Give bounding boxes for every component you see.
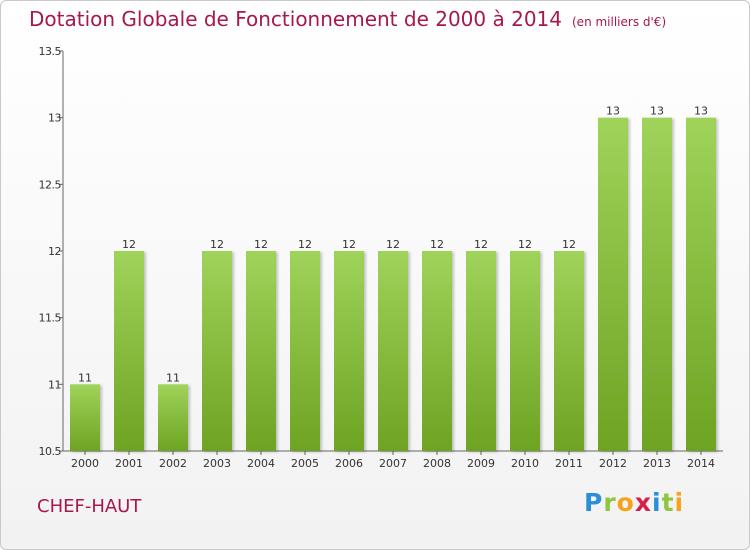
x-axis: 2000 2001 2002 2003 2004 2005 2006 2007 2008 2009… — [63, 450, 723, 470]
x-tick-label: 2009 — [467, 457, 495, 470]
y-tick-label: 12 — [48, 245, 61, 258]
bar-value-label: 11 — [78, 371, 92, 384]
y-tick-label: 13 — [48, 112, 61, 125]
bar-value-label: 12 — [386, 238, 400, 251]
logo-letter: i — [652, 488, 662, 517]
x-tick-label: 2014 — [687, 457, 715, 470]
bar — [466, 251, 496, 451]
bar — [598, 117, 628, 452]
bar — [422, 251, 452, 451]
bar — [554, 251, 584, 451]
x-tick-label: 2002 — [159, 457, 187, 470]
bar — [202, 251, 232, 451]
bar-value-label: 12 — [210, 238, 224, 251]
bar — [378, 251, 408, 451]
chart-unit: (en milliers d'€) — [572, 15, 667, 29]
logo-letter: r — [603, 488, 617, 517]
bar-value-label: 12 — [298, 238, 312, 251]
logo-letter: o — [616, 488, 635, 517]
bar-value-label: 12 — [474, 238, 488, 251]
x-tick-label: 2008 — [423, 457, 451, 470]
y-tick-label: 11.5 — [39, 312, 62, 325]
bar — [70, 384, 100, 451]
commune-name: CHEF-HAUT — [37, 496, 142, 517]
bar-value-label: 12 — [518, 238, 532, 251]
y-tick-label: 10.5 — [39, 445, 62, 458]
bar — [510, 251, 540, 451]
bar-value-label: 13 — [694, 105, 708, 118]
bar-value-label: 12 — [122, 238, 136, 251]
logo-letter: i — [674, 488, 685, 517]
bar-value-label: 13 — [650, 105, 664, 118]
x-tick-label: 2011 — [555, 457, 583, 470]
x-tick-label: 2005 — [291, 457, 319, 470]
x-tick-label: 2007 — [379, 457, 407, 470]
proxiti-logo: Proxiti — [584, 488, 684, 517]
bar-value-label: 12 — [342, 238, 356, 251]
chart-title-text: Dotation Globale de Fonctionnement de 20… — [29, 7, 562, 31]
y-tick-label: 12.5 — [39, 178, 62, 191]
x-tick-label: 2000 — [71, 457, 99, 470]
y-axis: 10.5 11 11.5 12 12.5 13 13.5 — [39, 45, 64, 458]
y-tick-label: 13.5 — [39, 45, 62, 58]
x-tick-label: 2004 — [247, 457, 275, 470]
x-tick-label: 2010 — [511, 457, 539, 470]
bar — [290, 251, 320, 451]
x-tick-label: 2013 — [643, 457, 671, 470]
x-tick-label: 2006 — [335, 457, 363, 470]
chart-title: Dotation Globale de Fonctionnement de 20… — [29, 7, 666, 31]
bar — [686, 117, 716, 452]
y-tick-label: 11 — [48, 378, 61, 391]
bar-value-label: 12 — [562, 238, 576, 251]
x-tick-label: 2001 — [115, 457, 143, 470]
logo-letter: x — [634, 488, 652, 517]
bar — [246, 251, 276, 451]
bar-value-label: 12 — [254, 238, 268, 251]
logo-letter: P — [584, 488, 604, 517]
logo-letter: t — [661, 488, 675, 517]
bars: 11 12 11 12 12 12 12 12 12 12 12 12 13 13 13 — [70, 105, 716, 452]
bar — [158, 384, 188, 451]
bar-value-label: 13 — [606, 105, 620, 118]
x-tick-label: 2003 — [203, 457, 231, 470]
bar — [334, 251, 364, 451]
bar-value-label: 11 — [166, 371, 180, 384]
bar — [114, 251, 144, 451]
bar — [642, 117, 672, 452]
bar-value-label: 12 — [430, 238, 444, 251]
x-tick-label: 2012 — [599, 457, 627, 470]
